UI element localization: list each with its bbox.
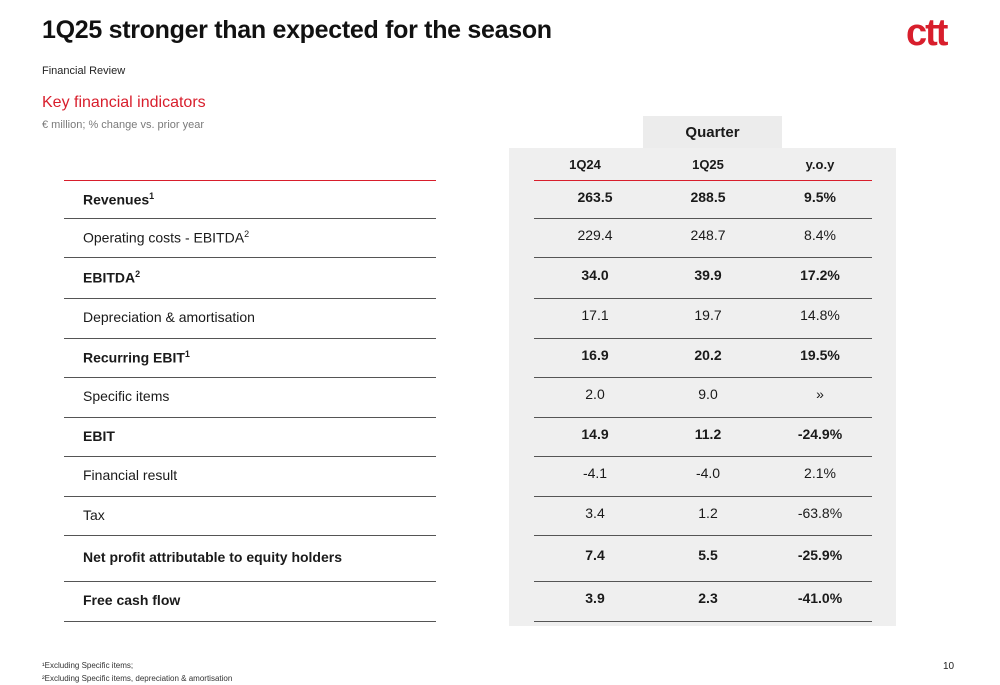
page-title: 1Q25 stronger than expected for the seas… xyxy=(42,16,552,44)
header-divider-left xyxy=(64,180,436,181)
table-cell: 20.2 xyxy=(694,347,722,363)
row-divider-right xyxy=(534,298,872,299)
row-divider-left xyxy=(64,535,436,536)
row-divider-left xyxy=(64,581,436,582)
table-cell: 3.9 xyxy=(585,590,605,606)
footnote-2: ²Excluding Specific items, depreciation … xyxy=(42,674,233,683)
table-cell: 2.3 xyxy=(698,590,718,606)
row-divider-right xyxy=(534,496,872,497)
table-cell: 14.8% xyxy=(800,307,840,323)
row-label-text: Financial result xyxy=(83,467,178,483)
table-cell: 17.1 xyxy=(581,307,609,323)
table-cell: 1.2 xyxy=(698,505,718,521)
row-label-text: Tax xyxy=(83,507,105,523)
table-cell: 3.4 xyxy=(585,505,605,521)
table-cell: 229.4 xyxy=(577,227,613,243)
row-divider-right xyxy=(534,456,872,457)
row-label-text: Recurring EBIT xyxy=(83,349,185,366)
table-cell: 248.7 xyxy=(690,227,726,243)
row-label: EBIT xyxy=(83,428,115,444)
row-label: Depreciation & amortisation xyxy=(83,309,255,325)
row-label-text: Specific items xyxy=(83,388,170,404)
row-label-text: Revenues xyxy=(83,191,150,208)
table-cell: 5.5 xyxy=(698,547,718,563)
page-number: 10 xyxy=(943,661,955,672)
table-cell: 19.7 xyxy=(694,307,722,323)
row-divider-left xyxy=(64,417,436,418)
row-divider-left xyxy=(64,496,436,497)
row-divider-left xyxy=(64,218,436,219)
row-label: Recurring EBIT1 xyxy=(83,349,190,366)
row-label-text: Net profit attributable to equity holder… xyxy=(83,549,343,565)
ctt-logo: ctt xyxy=(906,12,948,54)
row-divider-right xyxy=(534,621,872,622)
column-header-yoy: y.o.y xyxy=(805,157,835,172)
table-cell: 14.9 xyxy=(581,426,609,442)
row-divider-left xyxy=(64,257,436,258)
row-label: Free cash flow xyxy=(83,592,180,608)
row-label: Revenues1 xyxy=(83,191,154,208)
footnote-marker: 2 xyxy=(135,269,141,279)
row-label-text: Free cash flow xyxy=(83,592,181,608)
row-label-text: Operating costs - EBITDA xyxy=(83,229,245,246)
row-divider-right xyxy=(534,218,872,219)
table-cell: » xyxy=(816,386,824,402)
row-divider-left xyxy=(64,456,436,457)
table-cell: -63.8% xyxy=(797,505,843,521)
row-divider-right xyxy=(534,581,872,582)
quarter-header: Quarter xyxy=(643,116,782,148)
row-divider-left xyxy=(64,621,436,622)
row-label-text: EBIT xyxy=(83,428,115,444)
row-label: Net profit attributable to equity holder… xyxy=(83,549,342,565)
footnote-marker: 1 xyxy=(149,191,155,201)
table-cell: -41.0% xyxy=(797,590,843,606)
table-cell: -25.9% xyxy=(797,547,843,563)
row-divider-left xyxy=(64,338,436,339)
table-cell: 8.4% xyxy=(804,227,836,243)
table-cell: 19.5% xyxy=(800,347,840,363)
row-label-text: EBITDA xyxy=(83,269,136,286)
section-title: Key financial indicators xyxy=(42,94,206,111)
row-divider-right xyxy=(534,377,872,378)
page-subtitle: Financial Review xyxy=(42,65,126,77)
values-panel xyxy=(509,148,896,626)
row-label: Tax xyxy=(83,507,105,523)
table-cell: 9.0 xyxy=(698,386,718,402)
footnote-marker: 1 xyxy=(184,349,190,359)
table-cell: 16.9 xyxy=(581,347,609,363)
table-cell: -24.9% xyxy=(797,426,843,442)
header-divider-right xyxy=(534,180,872,181)
footnote-marker: 2 xyxy=(244,229,250,239)
row-label-text: Depreciation & amortisation xyxy=(83,309,255,325)
table-cell: 9.5% xyxy=(804,189,836,205)
table-cell: 7.4 xyxy=(585,547,605,563)
row-label: Specific items xyxy=(83,388,169,404)
row-divider-right xyxy=(534,535,872,536)
table-cell: -4.1 xyxy=(582,465,608,481)
footnote-1: ¹Excluding Specific items; xyxy=(42,661,134,670)
table-cell: 34.0 xyxy=(581,267,609,283)
row-divider-left xyxy=(64,298,436,299)
section-subtitle: € million; % change vs. prior year xyxy=(42,119,205,131)
table-cell: 263.5 xyxy=(577,189,613,205)
table-cell: 288.5 xyxy=(690,189,726,205)
table-cell: 2.1% xyxy=(804,465,836,481)
row-label: Operating costs - EBITDA2 xyxy=(83,229,249,246)
row-divider-right xyxy=(534,417,872,418)
column-header-1q25: 1Q25 xyxy=(692,157,724,172)
row-divider-left xyxy=(64,377,436,378)
table-cell: -4.0 xyxy=(695,465,721,481)
table-cell: 2.0 xyxy=(585,386,605,402)
column-header-1q24: 1Q24 xyxy=(569,157,601,172)
row-label: Financial result xyxy=(83,467,177,483)
row-divider-right xyxy=(534,338,872,339)
table-cell: 39.9 xyxy=(694,267,722,283)
row-label: EBITDA2 xyxy=(83,269,140,286)
table-cell: 11.2 xyxy=(694,426,722,442)
row-divider-right xyxy=(534,257,872,258)
table-cell: 17.2% xyxy=(800,267,840,283)
